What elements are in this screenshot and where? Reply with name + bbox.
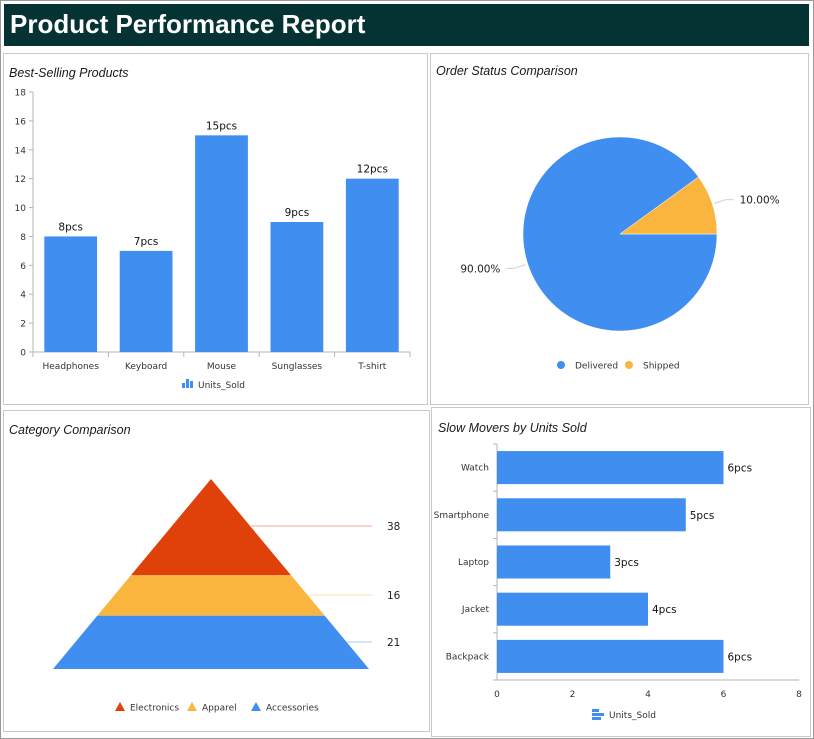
data-label: 6pcs [728,651,753,663]
legend-icon [557,361,565,369]
bar [119,250,173,352]
bar [497,498,686,532]
data-label: 90.00% [460,263,500,275]
data-label: 6pcs [728,463,753,475]
legend-icon [592,717,601,720]
y-tick-label: Watch [461,464,489,474]
x-tick-label: 0 [494,690,500,700]
x-tick-label: 2 [570,690,576,700]
data-label: 5pcs [690,510,715,522]
y-tick-label: 16 [15,117,27,127]
data-label: 8pcs [58,221,83,233]
connector-line [514,264,526,269]
best-selling-chart: 0 2 4 6 8 10 12 14 16 18 8pcs Headphones 7pcs Keyboar… [15,89,411,391]
slow-movers-chart: 0 2 4 6 8 6pcs Watch 5pcs Smartphone 3pcs Laptop 4p… [434,443,802,721]
legend-icon [182,383,185,388]
legend-label: Units_Sold [198,381,245,391]
x-tick-label: T-shirt [357,362,387,372]
pie-slice [619,176,718,235]
legend-label: Units_Sold [609,711,656,721]
y-tick-label: 0 [20,349,26,359]
y-tick-label: 10 [15,204,27,214]
bar [497,545,611,579]
connector-line [714,199,726,204]
y-tick-label: 12 [15,175,26,185]
legend-icon [190,381,193,388]
legend-icon [251,702,261,711]
legend-icon [186,379,189,388]
order-status-chart: 90.00% 10.00% Delivered Shipped [460,136,780,372]
x-tick-label: Headphones [43,362,100,372]
category-chart: 38 16 21 Electronics Apparel Accessories [53,479,401,714]
data-label: 16 [387,590,401,602]
legend-icon [592,709,599,712]
y-tick-label: 2 [20,320,26,330]
legend-label: Shipped [643,362,680,372]
x-tick-label: 6 [721,690,727,700]
data-label: 3pcs [614,557,639,569]
x-tick-label: Sunglasses [272,362,323,372]
legend-label: Apparel [202,704,237,714]
x-tick-label: Mouse [207,362,237,372]
data-label: 15pcs [206,120,237,132]
panel-slow-movers: Slow Movers by Units Sold 0 2 4 6 8 6pcs Watch… [431,407,811,737]
pyramid-segment [53,615,369,669]
bar [195,135,248,352]
panel-category: Category Comparison 38 16 21 Electronics App… [3,410,430,732]
x-tick-label: 4 [645,690,651,700]
data-label: 38 [387,521,400,533]
panel-order-status: Order Status Comparison 90.00% 10.00% Deli… [430,53,809,405]
y-tick-label: 18 [15,89,27,99]
data-label: 21 [387,637,400,649]
bar [270,222,324,352]
bar [497,639,724,673]
data-label: 10.00% [740,195,780,207]
bar [44,236,98,352]
x-tick-label: 8 [796,690,802,700]
legend-icon [625,361,633,369]
panel-title: Order Status Comparison [436,64,578,78]
y-tick-label: 8 [20,233,26,243]
legend-icon [187,702,197,711]
x-tick-label: Keyboard [125,362,167,372]
y-tick-label: 6 [20,262,26,272]
panel-title: Best-Selling Products [9,66,129,80]
y-tick-label: Backpack [446,652,490,662]
data-label: 9pcs [285,207,310,219]
legend-label: Electronics [130,704,179,714]
data-label: 7pcs [134,236,159,248]
panel-best-selling: Best-Selling Products 0 2 4 6 8 10 12 14 16 18 8pc… [3,53,428,405]
panel-title: Slow Movers by Units Sold [438,421,587,435]
y-tick-label: 14 [15,146,27,156]
y-tick-label: Jacket [461,605,490,615]
data-label: 4pcs [652,604,677,616]
panel-title: Category Comparison [9,423,131,437]
pyramid-segment [97,575,325,616]
y-tick-label: Smartphone [434,511,490,521]
legend-icon [115,702,125,711]
bar [497,451,724,485]
y-tick-label: Laptop [458,558,489,568]
report-header: Product Performance Report [4,4,809,46]
bar [345,178,399,352]
pyramid-segment [130,479,292,576]
legend-label: Accessories [266,704,319,714]
y-tick-label: 4 [20,291,26,301]
report-title: Product Performance Report [10,9,366,39]
legend-label: Delivered [575,362,618,372]
bar [497,592,648,626]
legend-icon [592,713,604,716]
data-label: 12pcs [357,164,388,176]
